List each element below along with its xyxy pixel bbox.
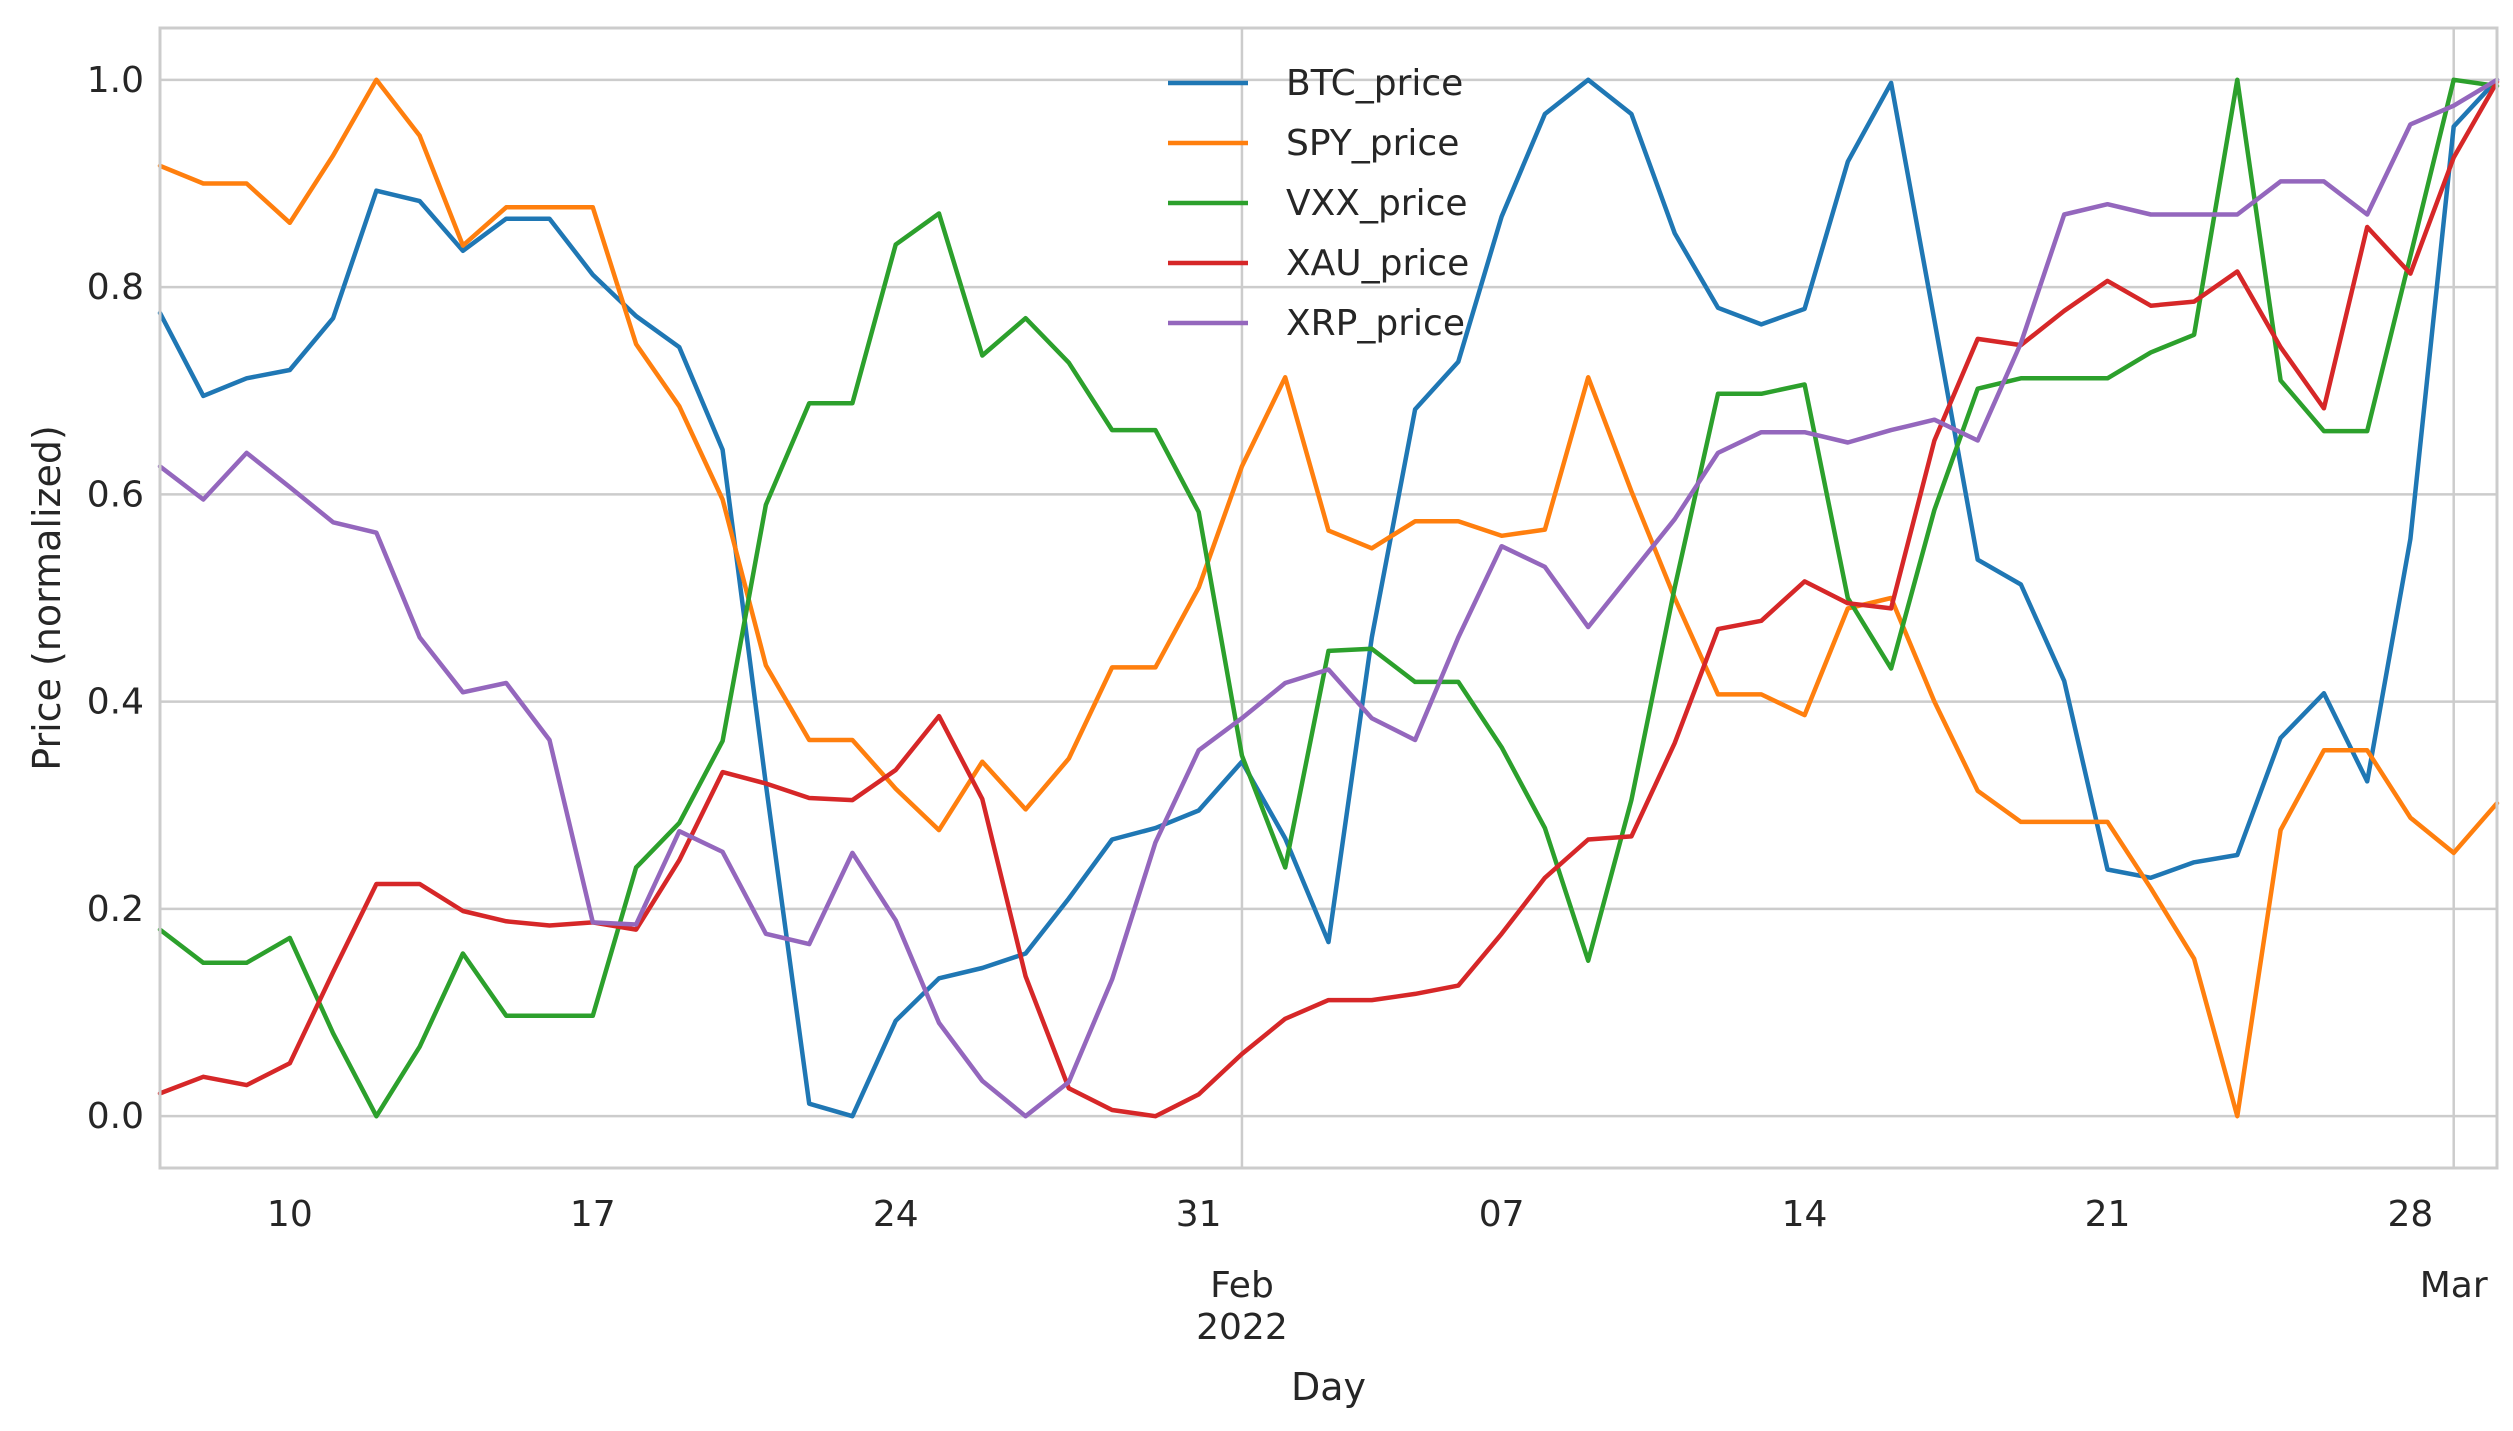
x-tick-label: 10: [267, 1194, 313, 1235]
x-tick-label: 17: [570, 1194, 616, 1235]
x-tick-label: 14: [1782, 1194, 1828, 1235]
y-tick-label: 0.4: [87, 682, 144, 723]
y-tick-label: 0.0: [87, 1096, 144, 1137]
legend-label: VXX_price: [1286, 183, 1468, 224]
legend-label: XAU_price: [1286, 243, 1469, 284]
y-axis-ticks: 0.0 0.2 0.4 0.6 0.8 1.0: [87, 60, 144, 1137]
x-tick-label: 21: [2085, 1194, 2131, 1235]
series-line-vxx-price: [157, 77, 2500, 1119]
legend-label: XRP_price: [1286, 303, 1465, 344]
series-line-btc-price: [157, 77, 2500, 1119]
x-tick-sublabel: Feb 2022: [1196, 1265, 1288, 1348]
series-line-xau-price: [157, 79, 2500, 1119]
legend: BTC_price SPY_price VXX_price XAU_price XRP_…: [1168, 63, 1469, 344]
x-tick-label: 24: [873, 1194, 919, 1235]
series-lines: [157, 77, 2500, 1119]
x-tick-label: 31: [1176, 1194, 1222, 1235]
x-tick-label: 07: [1479, 1194, 1525, 1235]
x-axis-label: Day: [1291, 1365, 1366, 1409]
series-line-xrp-price: [157, 77, 2500, 1119]
legend-label: SPY_price: [1286, 123, 1459, 164]
y-tick-label: 0.2: [87, 889, 144, 930]
x-axis-ticks: 10 17 24 31 Feb 2022 07 14 21 28 Mar: [267, 1194, 2488, 1348]
grid-lines: [160, 28, 2497, 1168]
y-tick-label: 0.8: [87, 267, 144, 308]
y-tick-label: 1.0: [87, 60, 144, 101]
y-tick-label: 0.6: [87, 474, 144, 515]
series-line-spy-price: [157, 77, 2500, 1119]
x-tick-label: 28: [2388, 1194, 2434, 1235]
legend-label: BTC_price: [1286, 63, 1463, 104]
y-axis-label: Price (normalized): [25, 425, 69, 771]
x-tick-sublabel: Mar: [2420, 1265, 2488, 1306]
plot-frame: [158, 26, 2499, 1170]
